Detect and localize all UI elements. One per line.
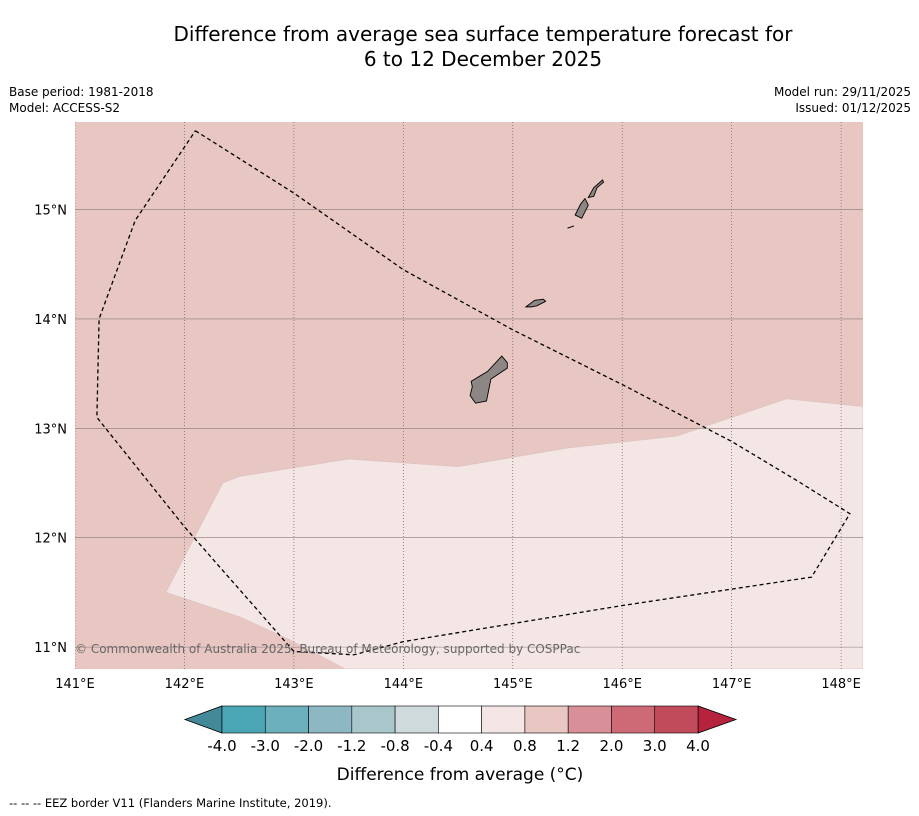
- eez-footnote: -- -- -- EEZ border V11 (Flanders Marine…: [9, 796, 332, 810]
- colorbar-bin: [567, 705, 612, 734]
- colorbar-tick-label: 2.0: [600, 737, 624, 755]
- model-run: Model run: 29/11/2025: [773, 85, 911, 99]
- colorbar-tick-label: -0.8: [380, 737, 409, 755]
- colorbar-bin: [611, 705, 656, 734]
- meta-left: Base period: 1981-2018 Model: ACCESS-S2: [9, 84, 154, 116]
- islands: [469, 179, 605, 404]
- colorbar-tick-label: 3.0: [643, 737, 667, 755]
- colorbar-bin: [264, 705, 309, 734]
- lat-tick-labels: 15°N 14°N 13°N 12°N 11°N: [34, 204, 67, 657]
- colorbar-bin: [524, 705, 569, 734]
- lon-tick-label: 144°E: [384, 677, 424, 692]
- colorbar-bin: [351, 705, 396, 734]
- lon-tick-label: 143°E: [274, 677, 314, 692]
- lat-tick-label: 15°N: [34, 204, 67, 219]
- graticule: [75, 122, 863, 669]
- colorbar: -4.0 -3.0 -2.0 -1.2 -0.8 -0.4 0.4 0.8 1.2 2.0 3.0 4…: [183, 705, 738, 755]
- copyright-text: © Commonwealth of Australia 2025, Bureau…: [75, 642, 580, 656]
- lon-tick-label: 142°E: [165, 677, 205, 692]
- colorbar-bin: [481, 705, 526, 734]
- island-saipan: [587, 179, 605, 199]
- colorbar-bin: [394, 705, 439, 734]
- lat-tick-label: 12°N: [34, 532, 67, 547]
- lat-tick-label: 14°N: [34, 313, 67, 328]
- lon-tick-label: 147°E: [712, 677, 752, 692]
- chart-title: Difference from average sea surface temp…: [0, 22, 919, 72]
- lat-tick-label: 13°N: [34, 422, 67, 437]
- issued-date: Issued: 01/12/2025: [795, 101, 911, 115]
- colorbar-bin: [308, 705, 353, 734]
- colorbar-tick-label: 0.8: [513, 737, 537, 755]
- colorbar-bin: [654, 705, 699, 734]
- title-line-2: 6 to 12 December 2025: [363, 47, 603, 71]
- colorbar-title: Difference from average (°C): [337, 765, 584, 785]
- lat-tick-label: 11°N: [34, 641, 67, 656]
- colorbar-tick-label: -0.4: [424, 737, 453, 755]
- colorbar-tick-label: 1.2: [556, 737, 580, 755]
- colorbar-over-arrow: [697, 705, 738, 734]
- lon-tick-labels: 141°E 142°E 143°E 144°E 145°E 146°E 147°E 148°E: [55, 677, 861, 692]
- colorbar-bin: [438, 705, 482, 734]
- base-period: Base period: 1981-2018: [9, 85, 154, 99]
- colorbar-bin: [221, 705, 266, 734]
- lon-tick-label: 148°E: [821, 677, 861, 692]
- lon-tick-label: 145°E: [493, 677, 533, 692]
- islet-aguijan: [567, 225, 575, 229]
- colorbar-under-arrow: [183, 705, 223, 734]
- anomaly-zone-mild: [165, 398, 863, 669]
- meta-right: Model run: 29/11/2025 Issued: 01/12/2025: [774, 84, 911, 116]
- colorbar-tick-label: -1.2: [337, 737, 366, 755]
- title-line-1: Difference from average sea surface temp…: [173, 22, 793, 46]
- island-tinian: [574, 197, 589, 219]
- lon-tick-label: 141°E: [55, 677, 95, 692]
- colorbar-tick-label: -4.0: [207, 737, 236, 755]
- lon-tick-label: 146°E: [602, 677, 642, 692]
- island-rota: [524, 298, 547, 308]
- colorbar-tick-label: 4.0: [686, 737, 710, 755]
- map-area: © Commonwealth of Australia 2025, Bureau…: [75, 122, 863, 669]
- colorbar-tick-label: -2.0: [294, 737, 323, 755]
- island-guam: [469, 355, 508, 404]
- colorbar-tick-label: 0.4: [470, 737, 494, 755]
- eez-border: [96, 130, 851, 656]
- colorbar-tick-label: -3.0: [251, 737, 280, 755]
- model-name: Model: ACCESS-S2: [9, 101, 121, 115]
